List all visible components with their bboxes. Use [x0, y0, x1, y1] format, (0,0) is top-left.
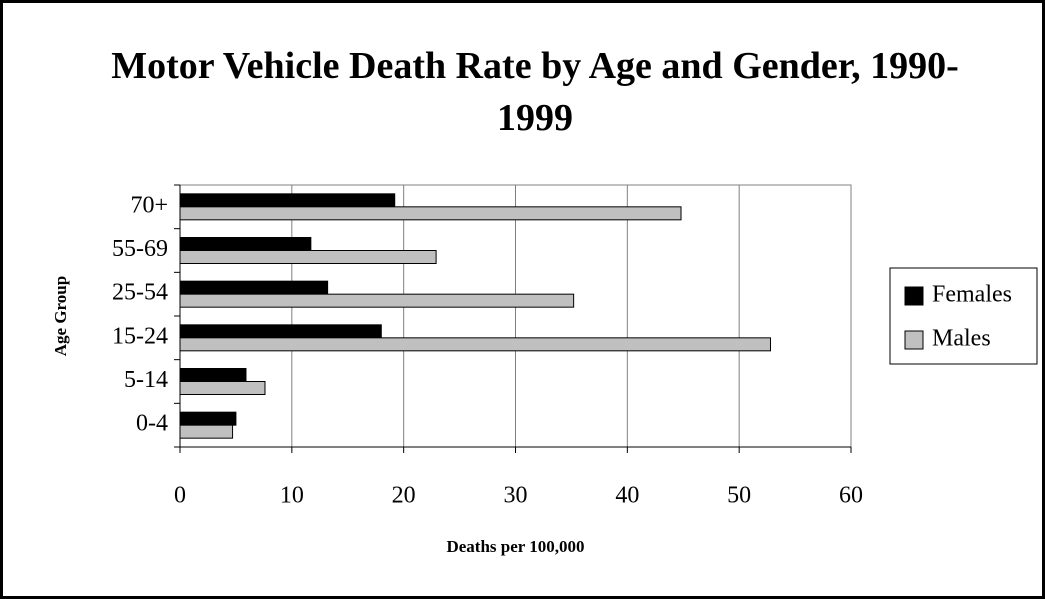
legend-label: Females	[932, 282, 1012, 308]
y-tick-label: 25-54	[112, 280, 168, 306]
chart-title: Motor Vehicle Death Rate by Age and Gend…	[111, 45, 959, 139]
bar	[179, 206, 682, 221]
legend-swatch	[904, 330, 924, 350]
y-tick-label: 55-69	[112, 236, 168, 262]
x-tick-label: 40	[615, 483, 639, 509]
y-tick-label: 0-4	[136, 411, 168, 437]
y-tick-label: 70+	[130, 192, 168, 218]
x-tick-label: 0	[174, 483, 186, 509]
x-tick-label: 10	[280, 483, 304, 509]
bar	[179, 237, 312, 251]
bar	[179, 250, 437, 264]
x-axis-label: Deaths per 100,000	[446, 537, 584, 556]
x-tick-label: 20	[392, 483, 416, 509]
bar	[179, 337, 771, 352]
x-tick-label: 50	[727, 483, 751, 509]
legend-label: Males	[932, 326, 991, 352]
y-tick-label: 15-24	[112, 323, 168, 349]
bar	[179, 368, 247, 382]
bar	[179, 293, 575, 308]
x-tick-label: 30	[504, 483, 528, 509]
bar	[179, 411, 237, 426]
bar	[179, 280, 329, 295]
bar	[179, 381, 266, 395]
legend-swatch	[904, 286, 924, 306]
bar	[179, 193, 396, 208]
x-tick-label: 60	[839, 483, 863, 509]
bar	[179, 424, 234, 439]
y-axis-label: Age Group	[51, 276, 70, 356]
y-tick-label: 5-14	[124, 367, 168, 393]
bar	[179, 324, 382, 339]
